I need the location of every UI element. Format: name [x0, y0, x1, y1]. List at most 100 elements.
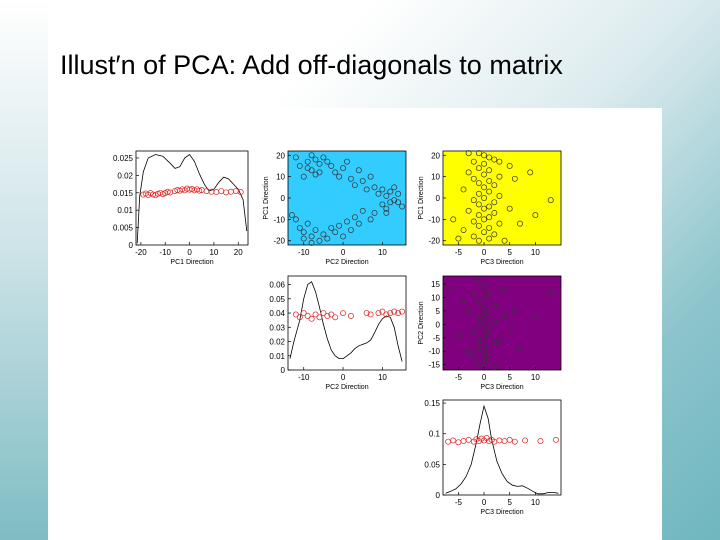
pc3-pc1-scatter-point [475, 212, 482, 219]
pc3-pc1-scatter-point [465, 207, 472, 214]
pc3-pc1-scatter-point [470, 233, 477, 240]
pc2-pc1-scatter-point [383, 205, 390, 212]
pc3-pc1-scatter-point [470, 175, 477, 182]
pc3-pc2-scatter-xtick-label: 0 [482, 373, 487, 382]
pc2-density-xtick-label: 0 [341, 373, 346, 382]
pc2-pc1-scatter-point [320, 231, 327, 238]
pc3-pc2-scatter-point [481, 305, 487, 312]
pc3-pc1-scatter-point [501, 237, 508, 244]
pc2-pc1-scatter-point [304, 158, 311, 165]
pc1-density-jitter-point [164, 188, 171, 195]
pc1-density-xtick-label: -10 [159, 248, 171, 257]
pc3-pc1-scatter-ytick-label: 0 [436, 194, 441, 203]
pc1-density-ytick-label: 0 [129, 241, 134, 250]
pc2-density-ytick-label: 0.06 [269, 281, 285, 290]
pc3-pc2-scatter-point [475, 361, 482, 368]
pc3-pc1-scatter-point [496, 173, 503, 180]
pc3-pc2-scatter-point [465, 307, 472, 314]
pc3-pc1-scatter-point [481, 171, 487, 178]
pc2-pc1-scatter-point [328, 224, 335, 231]
pc1-density-density-curve [136, 153, 248, 244]
pc2-density-density-curve [289, 281, 403, 362]
pc3-pc2-scatter-point [547, 289, 554, 296]
pc3-pc1-scatter-point [481, 205, 487, 212]
pc3-pc2-scatter-point [481, 283, 487, 290]
pc3-pc2-scatter-point [506, 326, 513, 333]
pc2-pc1-scatter-ytick-label: -20 [273, 237, 285, 246]
pc2-pc1-scatter-point [300, 173, 307, 180]
pc3-density-density-curve [445, 404, 559, 495]
pc3-pc2-scatter-point [475, 337, 482, 344]
pc2-pc1-scatter-point [292, 216, 299, 223]
pc3-pc1-scatter-point [465, 150, 472, 157]
pc2-density-jitter-point [340, 310, 347, 316]
pc2-pc1-scatter-point [304, 220, 311, 227]
pc3-pc1-scatter-point [491, 182, 498, 189]
pc3-pc1-scatter-ylabel: PC1 Direction [418, 176, 425, 219]
pc2-pc1-scatter-point [316, 160, 323, 167]
pc1-density-ytick-label: 0.015 [113, 189, 134, 198]
pc2-pc1-scatter-point [312, 156, 319, 163]
pc2-pc1-scatter-point [363, 186, 370, 193]
pc3-pc2-scatter-point [496, 337, 503, 344]
pc2-pc1-scatter-point [344, 158, 350, 165]
pc3-density-xlabel: PC3 Direction [480, 509, 523, 516]
pc3-pc1-scatter-point [547, 197, 554, 204]
pc2-pc1-scatter-point [351, 182, 358, 189]
pc3-pc1-scatter-point [486, 188, 493, 195]
pc2-pc1-scatter-point [328, 163, 335, 169]
pc1-density-jitter-point [196, 187, 203, 194]
pc3-pc2-scatter-point [475, 321, 482, 328]
pc3-density-ytick-label: 0.15 [424, 399, 440, 408]
pc2-density-jitter-point [363, 310, 370, 316]
pc2-density-jitter-point [395, 310, 402, 316]
pc3-pc1-scatter-point [470, 197, 477, 204]
pc3-pc2-scatter-point [465, 348, 472, 355]
pc3-pc2-scatter-ytick-label: 15 [431, 280, 440, 289]
pc3-pc1-scatter-point [465, 169, 472, 176]
pc2-pc1-scatter-xtick-label: 0 [341, 248, 346, 257]
pc3-pc2-scatter-point [481, 350, 487, 357]
pc2-pc1-scatter-point [395, 199, 402, 206]
pc2-pc1-scatter-point [367, 216, 374, 223]
pc3-pc2-scatter-xtick-label: -5 [455, 373, 463, 382]
pc3-density-plot-area [442, 399, 562, 496]
pc3-pc1-scatter-point [455, 235, 462, 242]
pc3-pc2-scatter-point [455, 332, 462, 339]
pc2-density-ytick-label: 0 [281, 366, 286, 375]
pc2-pc1-scatter-point [379, 201, 386, 208]
pc2-pc1-scatter-point [288, 212, 295, 219]
pc3-pc1-scatter-point [475, 237, 482, 244]
pc2-density-jitter-point [316, 314, 323, 321]
pc3-pc2-scatter-point [475, 345, 482, 352]
pc2-pc1-scatter-point [308, 152, 315, 159]
pc3-pc1-scatter-ytick-label: -10 [428, 215, 440, 224]
pc2-pc1-scatter-point [296, 224, 303, 231]
pc2-pc1-scatter-point [359, 177, 366, 184]
pc2-pc1-scatter-point [336, 222, 343, 229]
pc3-pc1-scatter-point [470, 218, 477, 225]
pc3-pc1-scatter-point [486, 224, 493, 231]
pc2-pc1-scatter-point [340, 233, 347, 240]
pc3-pc1-scatter-point [486, 167, 493, 174]
pc2-density-jitter-point [320, 310, 327, 316]
pc2-density-ytick-label: 0.05 [269, 295, 285, 304]
pc3-pc1-scatter-point [491, 156, 498, 163]
pc2-density-jitter-point [332, 314, 339, 321]
pc2-pc1-scatter-point [344, 218, 350, 225]
pc3-pc2-scatter-point [481, 334, 487, 341]
pc3-pc2-scatter-point [460, 297, 467, 304]
pc2-density-jitter-point [328, 311, 335, 318]
pc3-density-jitter-point [552, 436, 559, 443]
pc2-pc1-scatter-point [316, 237, 323, 244]
pc3-pc2-scatter-ytick-label: -15 [428, 361, 440, 370]
pc3-pc1-scatter-point [491, 199, 498, 206]
pc3-pc2-scatter-ytick-label: 5 [436, 307, 441, 316]
pc1-density-ytick-label: 0.01 [117, 206, 133, 215]
pc3-pc2-scatter-point [491, 364, 498, 371]
pc2-pc1-scatter-point [399, 203, 406, 210]
pc2-pc1-scatter-ytick-label: -10 [273, 215, 285, 224]
pc3-pc2-scatter-point [481, 342, 487, 349]
pc2-pc1-scatter-ytick-label: 10 [276, 173, 285, 182]
